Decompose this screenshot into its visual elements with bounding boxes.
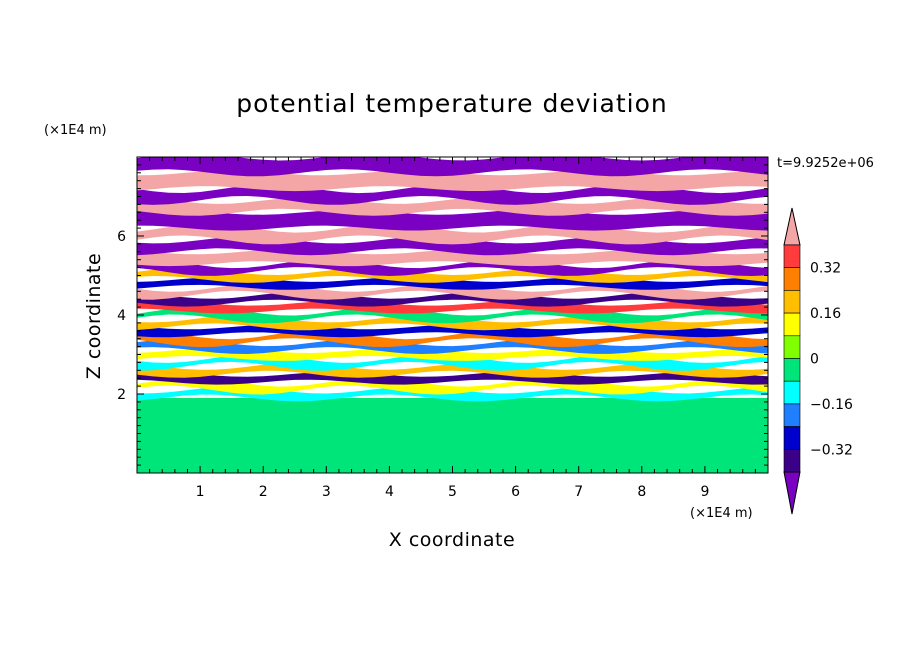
colorbar-tick-label: 0.16 [810,306,841,322]
y-axis-ticks: 2 4 6 [117,229,126,403]
colorbar-level [783,380,801,405]
x-tick-label: 4 [385,484,394,500]
x-tick-label: 1 [196,484,205,500]
contour-band [137,397,768,473]
x-tick-label: 7 [574,484,583,500]
colorbar-tick-label: 0.32 [810,261,841,277]
contour-band [137,197,768,216]
x-axis-label: X coordinate [389,529,515,551]
y-tick-label: 4 [117,308,126,324]
x-tick-label: 8 [637,484,646,500]
contour-band [137,330,768,348]
x-tick-label: 9 [700,484,709,500]
colorbar-level [783,448,801,473]
colorbar-extend-low [783,471,801,515]
y-tick-label: 2 [117,387,126,403]
y-axis-label: Z coordinate [83,253,105,379]
contour-band [137,339,768,354]
contour-band [137,306,768,324]
colorbar-tick-label: −0.32 [810,442,853,458]
colorbar-tick-label: 0 [810,352,819,368]
x-tick-label: 6 [511,484,520,500]
colorbar-tick-label: −0.16 [810,397,853,413]
x-tick-label: 2 [259,484,268,500]
colorbar: 0.32 0.16 0 −0.16 −0.32 [783,207,853,515]
colorbar-level [783,335,801,359]
contour-band [137,209,768,231]
plot-area [137,157,768,473]
time-annotation: t=9.9252e+06 [777,156,874,171]
chart-title: potential temperature deviation [236,89,667,118]
contour-band [137,157,768,177]
x-tick-label: 5 [448,484,457,500]
contour-band [137,300,768,314]
colorbar-level [783,267,801,291]
y-tick-label: 6 [117,229,126,245]
x-axis-unit: (×1E4 m) [690,506,753,521]
colorbar-level [783,426,801,450]
contour-band [137,268,768,283]
y-axis-unit: (×1E4 m) [44,123,107,138]
colorbar-extend-high [783,207,801,246]
colorbar-level [783,290,801,314]
x-axis-ticks: 1 2 3 4 5 6 7 8 9 [196,484,710,500]
contour-band [137,377,768,395]
colorbar-level [783,358,801,382]
colorbar-level [783,403,801,427]
x-tick-label: 3 [322,484,331,500]
contour-band [137,371,768,385]
colorbar-level [783,312,801,337]
colorbar-level [783,244,801,269]
contour-band [137,259,768,276]
plot-frame [136,156,769,474]
